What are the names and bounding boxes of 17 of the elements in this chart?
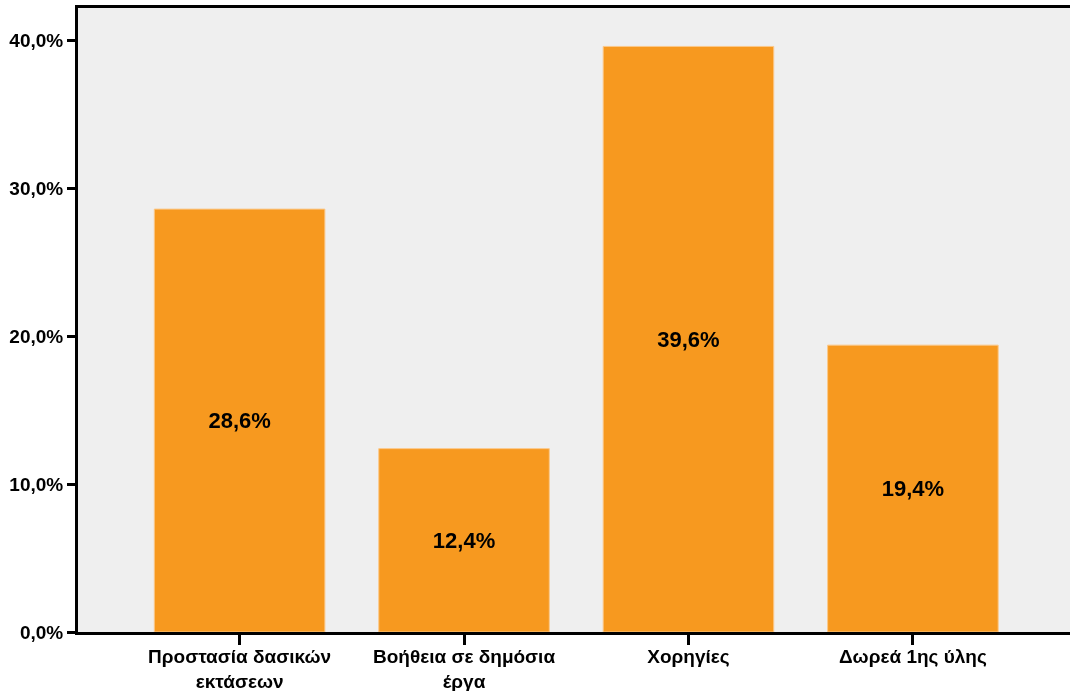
- y-tick-label: 20,0%: [9, 325, 64, 347]
- data-label: 28,6%: [208, 408, 271, 434]
- bar: [153, 208, 326, 632]
- x-tick-label: Δωρεά 1ης ύλης: [838, 645, 987, 667]
- data-label: 39,6%: [657, 326, 720, 352]
- y-tick-label: 0,0%: [19, 621, 64, 643]
- data-label: 19,4%: [881, 476, 945, 502]
- x-tick-label: Προστασία δασικών εκτάσεων: [148, 645, 332, 691]
- bar: [827, 344, 999, 632]
- y-tick-label: 40,0%: [9, 30, 64, 52]
- y-tick-label: 10,0%: [9, 473, 64, 495]
- x-tick-label: Βοήθεια σε δημόσια έργα: [372, 645, 556, 691]
- x-tick-label: Χορηγίες: [647, 645, 730, 667]
- bar: [602, 45, 775, 632]
- y-tick-label: 30,0%: [9, 178, 64, 200]
- data-label: 12,4%: [432, 527, 496, 553]
- bar: [378, 448, 550, 632]
